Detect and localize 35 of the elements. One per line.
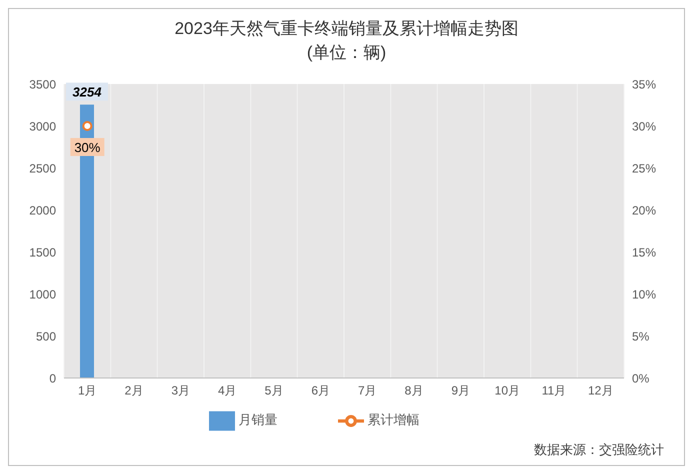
y2-tick-label: 10%: [632, 287, 656, 302]
data-label: 30%: [74, 140, 101, 155]
y-tick-label: 1500: [29, 245, 56, 260]
x-tick-label: 2月: [124, 384, 144, 398]
y2-tick-label: 0%: [632, 371, 650, 386]
legend-label: 累计增幅: [368, 412, 420, 428]
legend-label: 月销量: [238, 412, 278, 428]
x-tick-label: 7月: [358, 384, 377, 398]
y-tick-label: 500: [36, 329, 56, 344]
y-tick-label: 0: [49, 371, 56, 386]
y2-tick-label: 5%: [632, 329, 650, 344]
chart-subtitle: (单位：辆): [306, 42, 388, 64]
y-tick-label: 2500: [29, 161, 56, 176]
y2-tick-label: 15%: [632, 245, 656, 260]
x-tick-label: 11月: [542, 384, 566, 398]
x-tick-label: 3月: [171, 384, 190, 398]
x-tick-label: 9月: [451, 384, 470, 398]
x-tick-label: 6月: [311, 384, 330, 398]
y-tick-label: 3500: [29, 77, 56, 92]
chart-title: 2023年天然气重卡终端销量及累计增幅走势图: [174, 18, 520, 40]
x-tick-label: 8月: [404, 384, 424, 398]
x-tick-label: 10月: [494, 384, 520, 398]
y2-tick-label: 30%: [632, 119, 656, 134]
data-label: 3254: [72, 84, 102, 100]
x-tick-label: 12月: [588, 384, 614, 398]
y-tick-label: 3000: [29, 119, 56, 134]
x-tick-label: 1月: [78, 384, 97, 398]
y2-tick-label: 35%: [632, 77, 656, 92]
y-tick-label: 1000: [29, 287, 56, 302]
y-tick-label: 2000: [29, 203, 56, 218]
x-tick-label: 5月: [264, 384, 284, 398]
source-note: 数据来源：交强险统计: [534, 441, 664, 459]
y2-tick-label: 25%: [632, 161, 656, 176]
x-tick-label: 4月: [218, 384, 237, 398]
y2-tick-label: 20%: [632, 203, 656, 218]
